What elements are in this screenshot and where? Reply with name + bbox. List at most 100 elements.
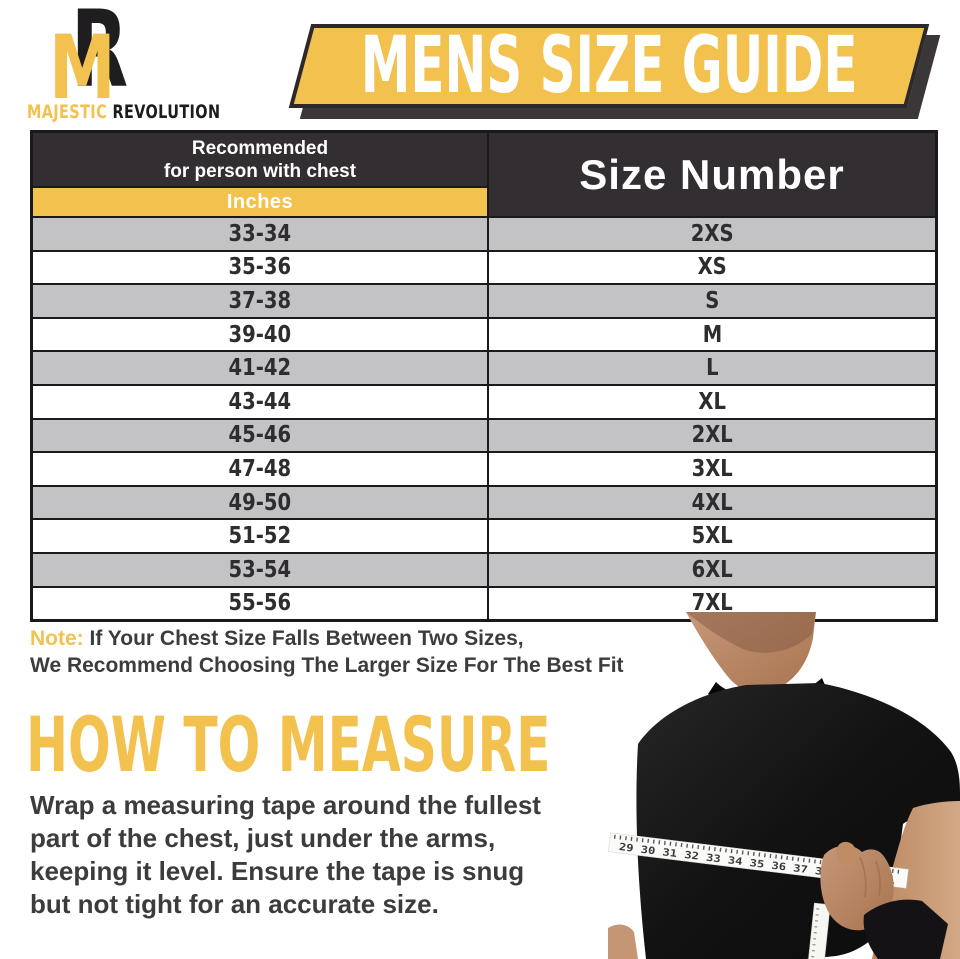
cell-size: 4XL xyxy=(489,487,935,519)
note-text: Note: If Your Chest Size Falls Between T… xyxy=(30,625,624,679)
cell-size: 2XS xyxy=(489,218,935,250)
table-row: 39-40 M xyxy=(33,316,935,351)
table-row: 47-48 3XL xyxy=(33,451,935,485)
inches-value: 53-54 xyxy=(228,556,292,583)
inches-value: 45-46 xyxy=(228,422,292,449)
brand-name-revolution: REVOLUTION xyxy=(107,101,221,123)
table-row: 41-42 L xyxy=(33,350,935,384)
header-recommended-line2: for person with chest xyxy=(163,160,357,182)
how-to-measure-heading: HOW TO MEASURE xyxy=(26,700,551,789)
table-row: 33-34 2XS xyxy=(33,216,935,250)
inches-value: 43-44 xyxy=(228,388,292,415)
measuring-illustration: 29 30 31 32 33 34 35 36 37 38 39 40 41 xyxy=(608,612,960,959)
table-row: 51-52 5XL xyxy=(33,518,935,552)
monogram-letter-m: M xyxy=(49,16,116,119)
size-table-header: Recommended for person with chest Inches… xyxy=(33,133,935,216)
hand-thumb xyxy=(836,841,857,865)
measure-line2: part of the chest, just under the arms, xyxy=(30,823,496,853)
cell-size: 6XL xyxy=(489,554,935,586)
cell-inches: 41-42 xyxy=(33,352,489,384)
size-value: XL xyxy=(698,388,726,415)
note-label: Note: xyxy=(30,627,84,650)
measurer-sleeve-cuff xyxy=(863,899,948,959)
table-row: 53-54 6XL xyxy=(33,551,935,586)
inches-value: 55-56 xyxy=(228,590,292,617)
hand-finger-lines xyxy=(859,856,881,898)
cell-size: XL xyxy=(489,386,935,418)
header-inches-label: Inches xyxy=(226,190,294,213)
size-value: 4XL xyxy=(691,489,733,516)
inches-value: 49-50 xyxy=(228,489,292,516)
brand-monogram: R M xyxy=(25,0,195,119)
title-banner: MENS SIZE GUIDE xyxy=(288,21,930,111)
size-value: 7XL xyxy=(691,590,733,617)
cell-size: M xyxy=(489,319,935,351)
note-line1-text: If Your Chest Size Falls Between Two Siz… xyxy=(83,627,524,650)
measurer-hand xyxy=(820,841,948,959)
measuring-photo: 29 30 31 32 33 34 35 36 37 38 39 40 41 xyxy=(608,612,960,959)
neck-shape xyxy=(686,612,816,693)
cell-inches: 47-48 xyxy=(33,453,489,485)
cell-inches: 33-34 xyxy=(33,218,489,250)
header-inches: Inches xyxy=(33,186,487,216)
cell-size: S xyxy=(489,285,935,317)
how-to-measure-body: Wrap a measuring tape around the fullest… xyxy=(30,789,541,921)
size-value: 6XL xyxy=(691,556,733,583)
left-arm-sliver xyxy=(608,924,638,959)
cell-inches: 39-40 xyxy=(33,318,489,351)
cell-size: 3XL xyxy=(489,453,935,485)
table-row: 49-50 4XL xyxy=(33,484,935,519)
cell-inches: 51-52 xyxy=(33,520,489,552)
chin-stubble-shading xyxy=(686,612,816,653)
cell-inches: 45-46 xyxy=(33,419,489,452)
cell-inches: 43-44 xyxy=(33,385,489,418)
cell-size: 2XL xyxy=(489,420,935,452)
table-row: 45-46 2XL xyxy=(33,417,935,452)
note-line1: Note: If Your Chest Size Falls Between T… xyxy=(30,625,624,652)
size-value: 2XL xyxy=(691,422,733,449)
monogram-letter-r: R xyxy=(71,0,128,111)
brand-name-majestic: MAJESTIC xyxy=(27,101,108,123)
size-value: 2XS xyxy=(690,220,734,247)
size-value: 3XL xyxy=(691,455,733,482)
brand-name: MAJESTIC REVOLUTION xyxy=(27,101,220,123)
header-recommended-line1: Recommended xyxy=(191,137,329,159)
header-chest-column: Recommended for person with chest Inches xyxy=(33,133,489,216)
inches-value: 47-48 xyxy=(228,455,292,482)
tape-hanging-end xyxy=(807,902,831,959)
cell-inches: 35-36 xyxy=(33,251,489,284)
page-title: MENS SIZE GUIDE xyxy=(360,21,858,111)
inches-value: 35-36 xyxy=(228,254,292,281)
cell-size: 7XL xyxy=(489,588,935,620)
measure-line3: keeping it level. Ensure the tape is snu… xyxy=(30,856,525,886)
cell-size: XS xyxy=(489,252,935,284)
size-value: XS xyxy=(697,254,727,281)
cell-inches: 55-56 xyxy=(33,587,489,620)
measure-line1: Wrap a measuring tape around the fullest xyxy=(30,790,541,820)
cell-size: 5XL xyxy=(489,520,935,552)
measure-line4: but not tight for an accurate size. xyxy=(30,889,439,919)
header-recommended: Recommended for person with chest xyxy=(33,133,487,186)
cell-inches: 53-54 xyxy=(33,553,489,586)
inches-value: 41-42 xyxy=(228,355,292,382)
size-table: Recommended for person with chest Inches… xyxy=(30,130,938,623)
table-row: 43-44 XL xyxy=(33,383,935,418)
cell-inches: 49-50 xyxy=(33,486,489,519)
size-value: S xyxy=(704,287,720,314)
inches-value: 37-38 xyxy=(228,287,292,314)
brand-logo: R M MAJESTIC REVOLUTION xyxy=(25,0,220,124)
cell-size: L xyxy=(489,352,935,384)
size-value: L xyxy=(705,355,719,382)
inches-value: 39-40 xyxy=(228,321,292,348)
inches-value: 33-34 xyxy=(228,220,292,247)
header-size-number-label: Size Number xyxy=(579,150,845,198)
size-value: M xyxy=(702,321,722,348)
note-line2: We Recommend Choosing The Larger Size Fo… xyxy=(30,654,624,677)
inches-value: 51-52 xyxy=(228,523,292,550)
header-size-number: Size Number xyxy=(489,133,935,216)
cell-inches: 37-38 xyxy=(33,285,489,317)
table-row: 37-38 S xyxy=(33,283,935,317)
size-value: 5XL xyxy=(691,523,733,550)
table-row: 35-36 XS xyxy=(33,249,935,284)
